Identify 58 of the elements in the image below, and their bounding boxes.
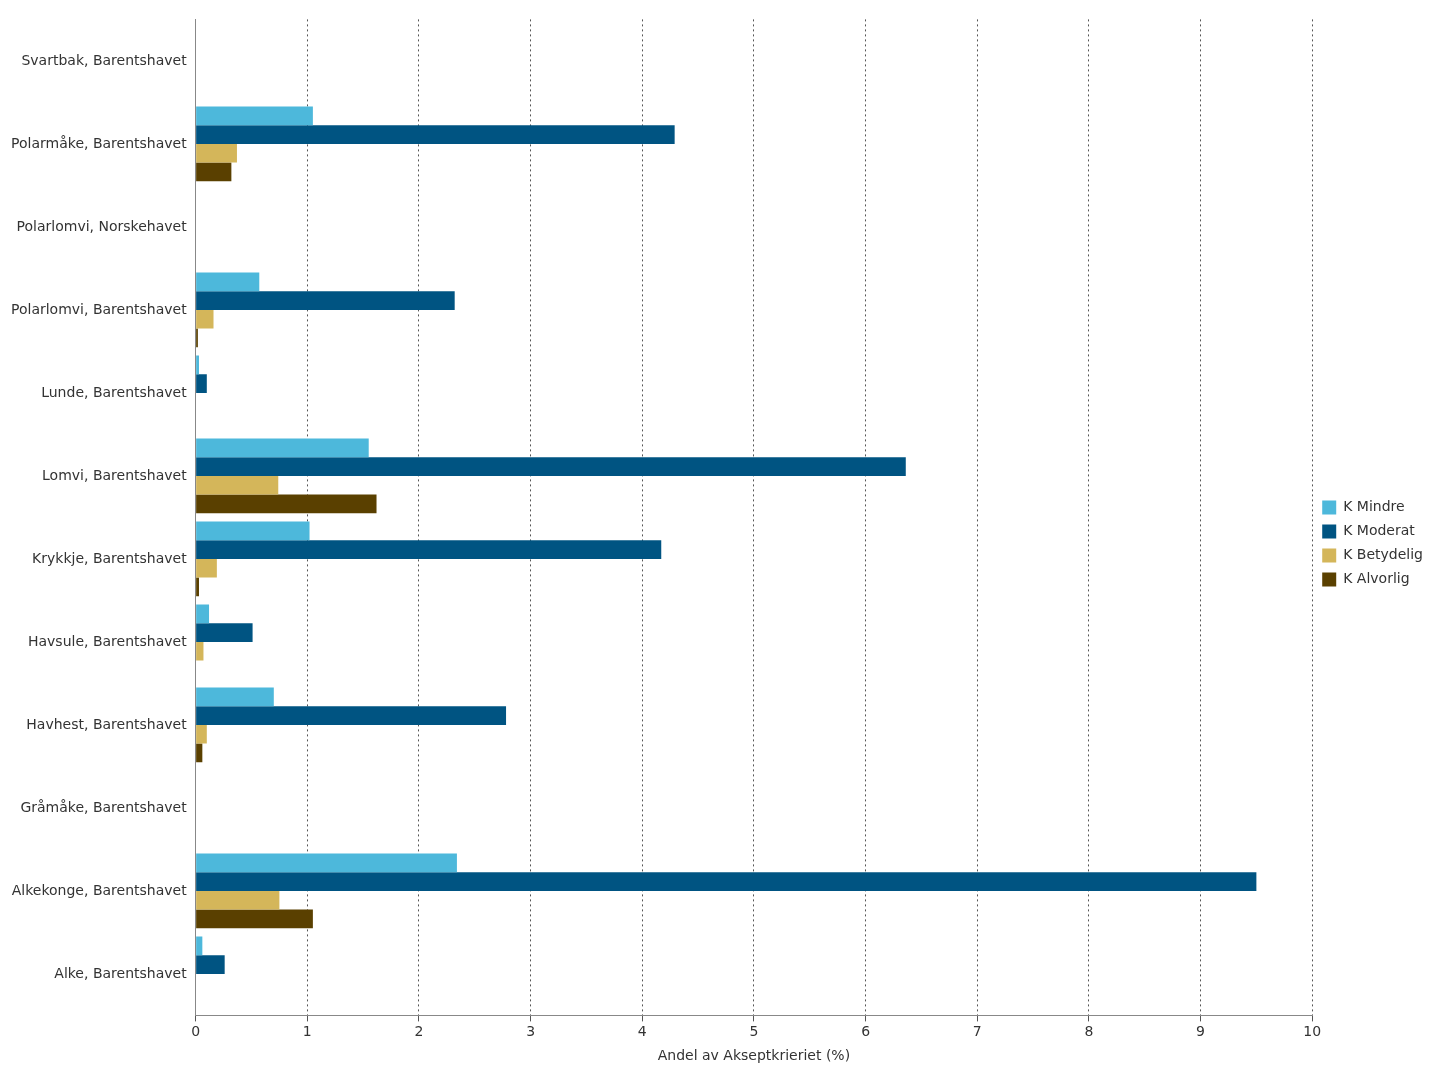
legend-label: K Betydelig [1343,546,1424,563]
y-tick-label: Alke, Barentshavet [54,964,188,981]
x-tick-label: 1 [302,1023,312,1040]
bar [196,724,207,744]
x-tick-label: 8 [1084,1023,1094,1040]
y-tick-label: Havsule, Barentshavet [27,632,188,649]
bar [196,853,457,873]
y-tick-label: Polarlomvi, Barentshavet [10,300,188,317]
y-tick-label: Polarmåke, Barentshavet [11,134,188,151]
bar [196,272,260,292]
bar [196,623,253,642]
y-tick-label: Lomvi, Barentshavet [42,466,188,483]
bar [196,355,199,375]
bar [196,743,203,763]
bar [196,475,279,495]
bar [196,577,199,597]
x-tick-label: 10 [1303,1023,1322,1040]
bar [196,955,225,974]
bar [196,521,310,541]
bar [196,438,369,458]
bar [196,494,377,514]
bar [196,162,232,182]
x-tick-label: 5 [749,1023,759,1040]
x-tick-label: 0 [191,1023,201,1040]
legend-label: K Moderat [1343,522,1416,539]
y-tick-label: Krykkje, Barentshavet [32,549,188,566]
bar [196,106,313,126]
x-tick-label: 2 [414,1023,424,1040]
x-axis-title: Andel av Akseptkrieriet (%) [657,1047,851,1064]
bar [196,936,203,956]
bar [196,604,210,624]
y-tick-label: Lunde, Barentshavet [41,383,188,400]
bar [196,706,507,725]
bar [196,558,217,578]
x-tick-label: 9 [1196,1023,1206,1040]
bar [196,291,455,310]
bar [196,540,662,559]
x-tick-label: 6 [861,1023,871,1040]
y-tick-label: Gråmåke, Barentshavet [20,798,188,815]
y-tick-label: Svartbak, Barentshavet [21,51,188,68]
bar [196,143,237,163]
x-tick-label: 4 [637,1023,647,1040]
bar [196,374,207,393]
bar [196,872,1257,891]
bar [196,687,274,707]
x-tick-label: 3 [526,1023,536,1040]
legend-label: K Alvorlig [1343,570,1410,587]
y-tick-label: Polarlomvi, Norskehavet [16,217,188,234]
bar [196,125,675,144]
y-tick-label: Havhest, Barentshavet [26,715,188,732]
x-tick-label: 7 [972,1023,982,1040]
bar [196,909,313,929]
bar [196,309,214,329]
bar [196,890,280,910]
bar [196,641,204,661]
y-tick-label: Alkekonge, Barentshavet [11,881,188,898]
bar [196,457,906,476]
legend-label: K Mindre [1343,498,1405,515]
